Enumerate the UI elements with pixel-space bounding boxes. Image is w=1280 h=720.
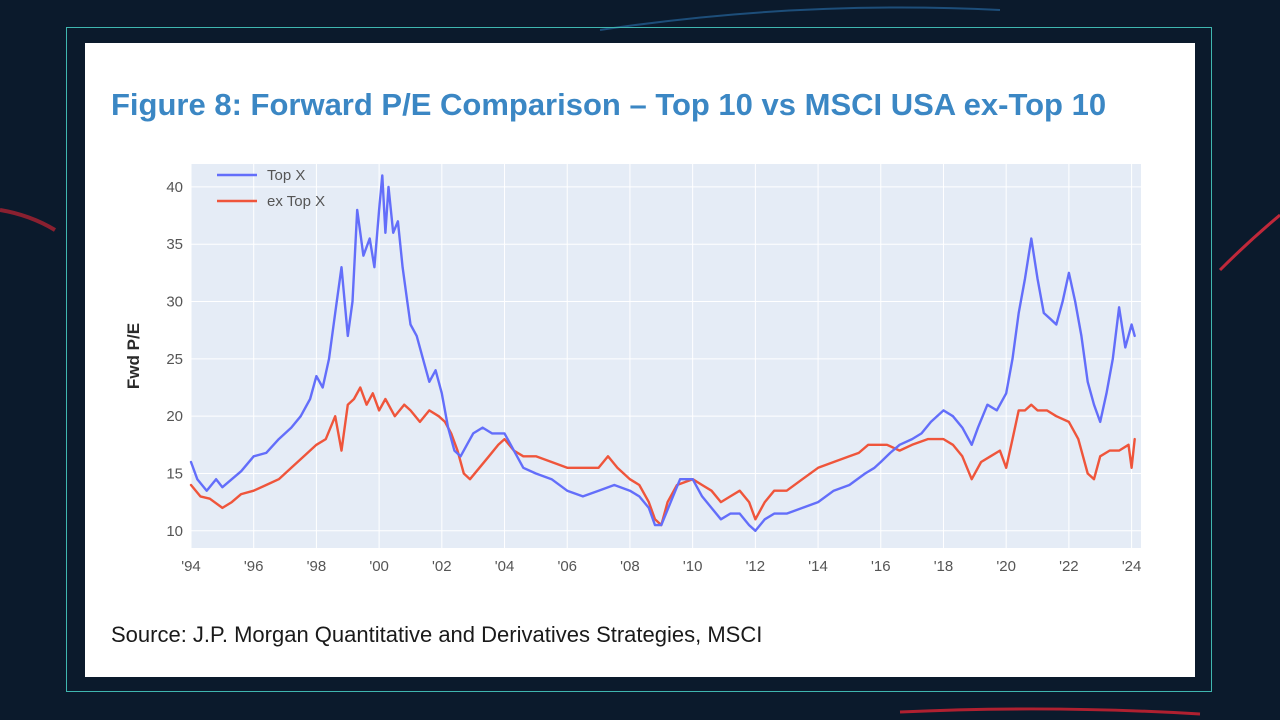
x-tick-label: '14 bbox=[808, 558, 828, 575]
x-tick-label: '20 bbox=[996, 558, 1016, 575]
figure-title: Figure 8: Forward P/E Comparison – Top 1… bbox=[111, 87, 1107, 122]
x-tick-label: '12 bbox=[746, 558, 766, 575]
x-tick-label: '04 bbox=[495, 558, 515, 575]
y-tick-label: 40 bbox=[166, 179, 183, 196]
x-tick-label: '24 bbox=[1122, 558, 1142, 575]
x-tick-label: '94 bbox=[181, 558, 201, 575]
chart: '94 '96 '98 '00 '02 '04 '06 '08 '10 '12 '14 '16 '18 '… bbox=[124, 164, 1142, 575]
x-tick-label: '02 bbox=[432, 558, 452, 575]
plot-area bbox=[191, 164, 1141, 548]
series-line-top-x bbox=[189, 174, 1136, 532]
x-tick-label: '08 bbox=[620, 558, 640, 575]
background-red-streak bbox=[1218, 213, 1280, 272]
background-blue-streak bbox=[599, 6, 1001, 31]
background-red-streak bbox=[899, 707, 1201, 716]
y-tick-label: 25 bbox=[166, 351, 183, 368]
y-axis-label: Fwd P/E bbox=[124, 323, 143, 389]
x-tick-label: '22 bbox=[1059, 558, 1079, 575]
x-tick-label: '00 bbox=[369, 558, 389, 575]
background-red-streak bbox=[0, 208, 57, 232]
frame-border bbox=[66, 27, 1212, 692]
y-tick-label: 20 bbox=[166, 408, 183, 425]
figure-card: Figure 8: Forward P/E Comparison – Top 1… bbox=[85, 43, 1195, 677]
legend-item-ex-top-x-label: ex Top X bbox=[267, 193, 325, 210]
series-line-ex-top-x bbox=[189, 386, 1136, 527]
x-tick-label: '98 bbox=[307, 558, 327, 575]
source-note: Source: J.P. Morgan Quantitative and Der… bbox=[111, 622, 763, 647]
x-tick-label: '06 bbox=[557, 558, 577, 575]
x-tick-label: '16 bbox=[871, 558, 891, 575]
legend-item-top-x-label: Top X bbox=[267, 167, 305, 184]
y-tick-label: 30 bbox=[166, 294, 183, 311]
y-tick-label: 35 bbox=[166, 236, 183, 253]
y-tick-label: 15 bbox=[166, 465, 183, 482]
x-tick-label: '96 bbox=[244, 558, 264, 575]
x-tick-label: '18 bbox=[934, 558, 954, 575]
y-tick-label: 10 bbox=[166, 523, 183, 540]
x-tick-label: '10 bbox=[683, 558, 703, 575]
